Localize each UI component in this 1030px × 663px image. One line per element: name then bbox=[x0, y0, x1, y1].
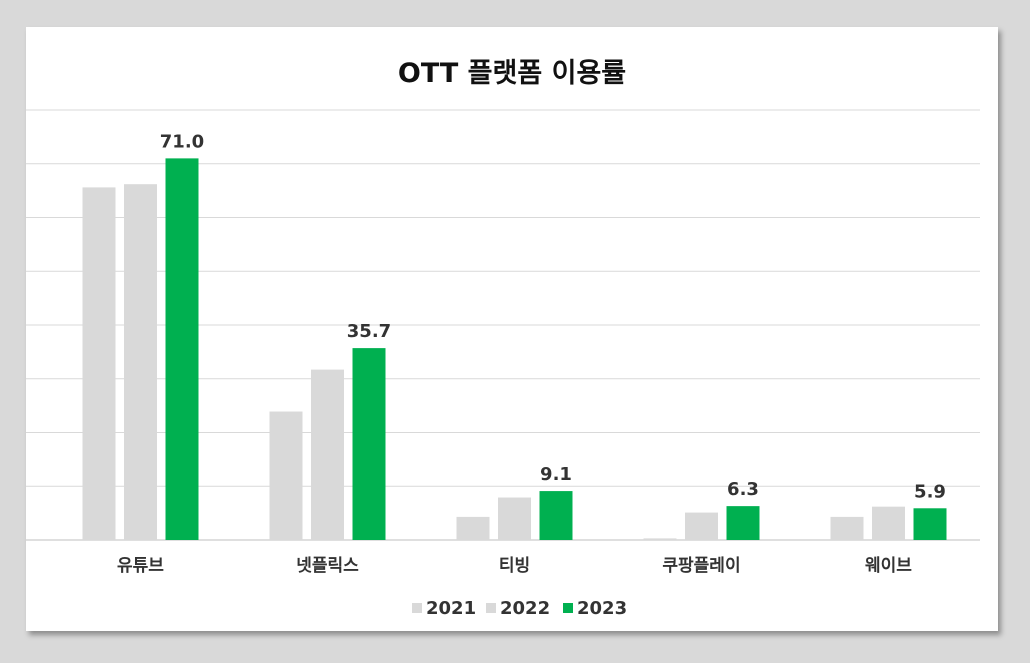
bar-2021-2 bbox=[456, 516, 490, 540]
bar-2021-1 bbox=[269, 411, 303, 540]
bar-2022-2 bbox=[498, 497, 531, 540]
bar-2022-1 bbox=[311, 369, 344, 540]
legend-label-2023: 2023 bbox=[577, 598, 627, 619]
bar-2023-1 bbox=[352, 348, 386, 540]
data-labels: 71.0 35.7 9.1 6.3 5.9 bbox=[160, 131, 946, 502]
legend-swatch-2021 bbox=[412, 603, 422, 613]
category-labels: 유튜브 넷플릭스 티빙 쿠팡플레이 웨이브 bbox=[117, 556, 912, 576]
data-label: 71.0 bbox=[160, 131, 204, 152]
bar-2021-3 bbox=[643, 538, 677, 540]
legend-label-2022: 2022 bbox=[500, 598, 550, 619]
data-label: 35.7 bbox=[347, 321, 391, 342]
bar-2023-0 bbox=[165, 158, 199, 540]
bar-chart: OTT 플랫폼 이용률 71.0 35.7 9.1 6.3 5.9 유튜브 넷플릭스 티빙 쿠… bbox=[26, 58, 980, 619]
bar-2021-0 bbox=[82, 187, 116, 540]
category-label: 넷플릭스 bbox=[296, 556, 359, 576]
category-label: 유튜브 bbox=[117, 556, 164, 576]
category-label: 쿠팡플레이 bbox=[662, 556, 740, 576]
bar-2021-4 bbox=[830, 516, 864, 540]
data-label: 5.9 bbox=[914, 481, 946, 502]
legend: 2021 2022 2023 bbox=[412, 598, 627, 619]
bars bbox=[82, 158, 947, 541]
bar-2023-3 bbox=[726, 506, 760, 540]
bar-2022-0 bbox=[124, 184, 157, 541]
category-label: 티빙 bbox=[499, 556, 530, 576]
legend-label-2021: 2021 bbox=[426, 598, 476, 619]
chart-title: OTT 플랫폼 이용률 bbox=[398, 58, 626, 89]
legend-swatch-2023 bbox=[563, 603, 573, 613]
legend-swatch-2022 bbox=[486, 603, 496, 613]
chart-card: OTT 플랫폼 이용률 71.0 35.7 9.1 6.3 5.9 유튜브 넷플릭스 티빙 쿠… bbox=[26, 27, 998, 631]
category-label: 웨이브 bbox=[865, 556, 912, 576]
data-label: 6.3 bbox=[727, 479, 759, 500]
bar-2022-3 bbox=[685, 512, 718, 540]
bar-2023-2 bbox=[539, 491, 573, 540]
bar-2023-4 bbox=[913, 508, 947, 540]
data-label: 9.1 bbox=[540, 464, 572, 485]
bar-2022-4 bbox=[872, 506, 905, 540]
